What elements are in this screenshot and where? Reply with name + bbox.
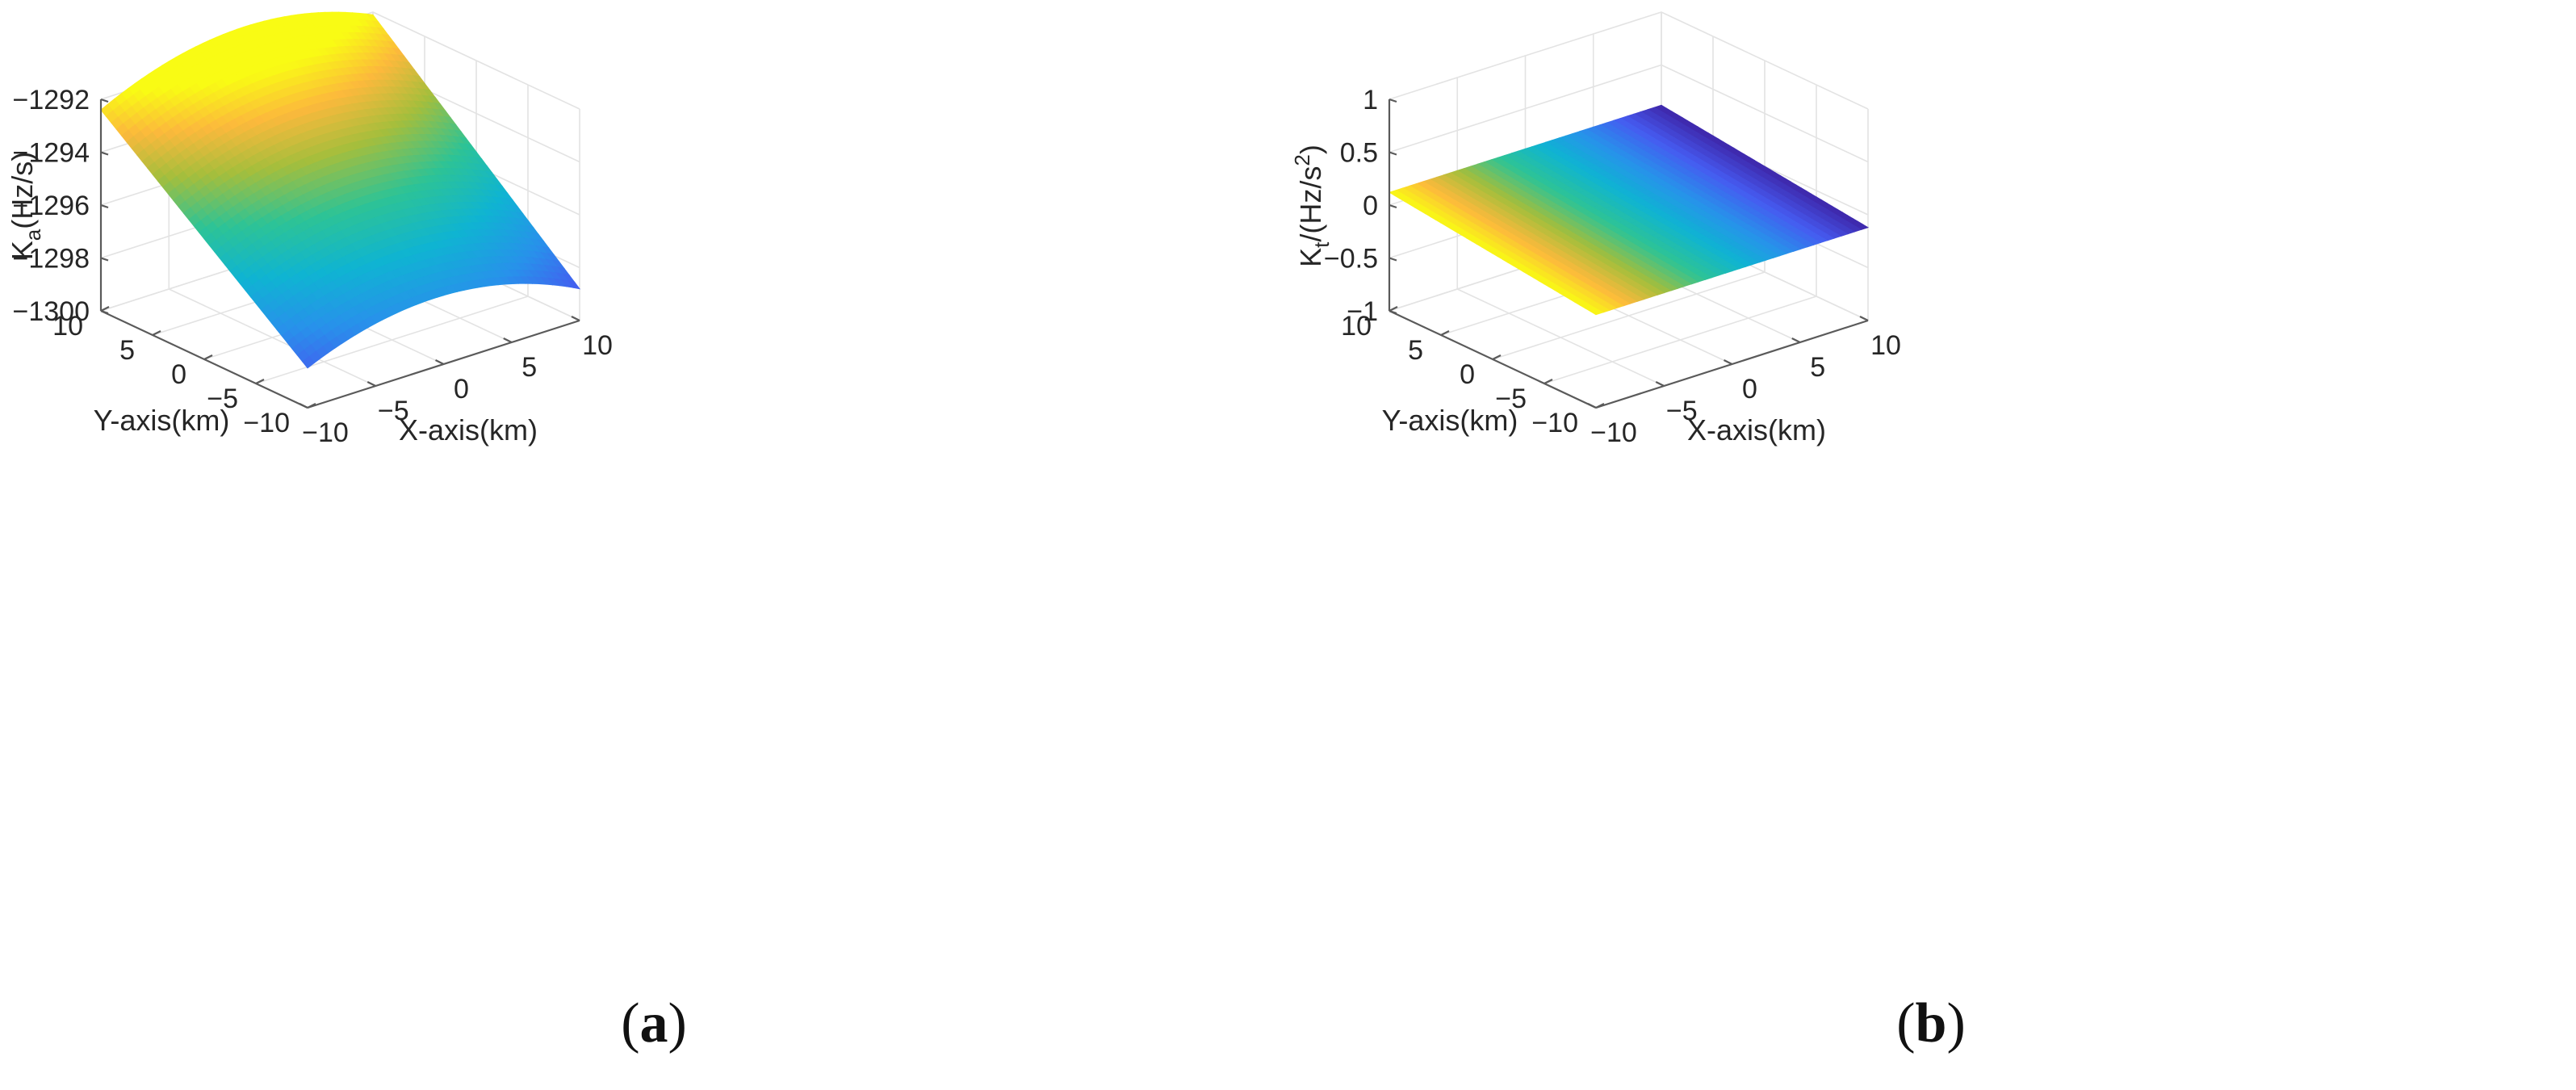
z-tick-label: 1	[1363, 85, 1378, 115]
surface-plot-a: −1300−1298−1296−1294−1292−10−50510−10−50…	[6, 11, 613, 448]
z-tick-label: 0.5	[1340, 138, 1378, 169]
y-tick-label: −5	[207, 384, 238, 414]
x-tick-label: −10	[302, 417, 349, 448]
y-tick-label: 0	[1460, 359, 1475, 390]
y-tick	[100, 306, 110, 312]
caption-b: (b)	[1896, 992, 1966, 1054]
z-tick-label: 0	[1363, 191, 1378, 221]
z-tick-label: −0.5	[1324, 244, 1378, 275]
z-tick	[1389, 98, 1397, 103]
x-axis-label: X-axis(km)	[1687, 413, 1826, 446]
grid-line-y-floor	[255, 296, 529, 384]
surface-patch	[1590, 308, 1604, 316]
z-axis-label: Ka(Hz/s)	[6, 152, 45, 260]
x-tick-label: −5	[378, 396, 409, 426]
x-tick-label: 5	[1810, 352, 1825, 383]
surface-patch	[301, 355, 316, 369]
y-tick	[152, 330, 161, 336]
x-tick	[1724, 359, 1732, 365]
grid-line-y-floor	[1544, 296, 1817, 384]
x-tick-label: 0	[454, 374, 469, 405]
chart-panel-b: −1 −0.5 0 0.5 1 −10 −5 0 5 10 −10 −5 0 5 10 Y-axis(km) X…	[1288, 0, 2576, 1090]
x-tick-label: −10	[1590, 417, 1637, 448]
x-axis-label: X-axis(km)	[399, 413, 538, 446]
y-tick	[1595, 403, 1605, 409]
z-tick	[1389, 309, 1397, 315]
y-tick	[203, 354, 213, 360]
y-axis-label: Y-axis(km)	[1382, 404, 1518, 437]
surface	[100, 11, 581, 369]
x-tick-label: 10	[582, 330, 613, 361]
z-tick	[100, 257, 109, 262]
x-tick	[299, 403, 308, 409]
x-tick	[1587, 403, 1597, 409]
x-tick	[367, 381, 376, 387]
grid-line-y-floor	[1492, 271, 1766, 360]
z-tick-label: −1298	[13, 244, 90, 275]
z-tick-label: −1	[1347, 296, 1378, 327]
y-tick-label: −5	[1495, 384, 1527, 414]
z-tick	[100, 98, 109, 103]
y-tick-label: 10	[52, 311, 83, 342]
z-tick	[100, 151, 109, 156]
x-tick-label: 5	[521, 352, 537, 383]
y-tick-label: 5	[119, 335, 135, 366]
x-tick	[1655, 381, 1665, 387]
y-tick	[1492, 354, 1502, 360]
x-tick-label: 10	[1870, 330, 1901, 361]
y-tick	[1389, 306, 1398, 312]
y-tick-label: −10	[1531, 408, 1578, 438]
z-tick	[1389, 257, 1397, 262]
z-tick-label: −1294	[13, 138, 90, 169]
z-tick-label: −1292	[13, 85, 90, 115]
chart-panel-a: −1300 −1298 −1296 −1294 −1292 −10 −5 0 5 10 −10 −5 0…	[6, 11, 687, 1054]
x-tick	[1859, 316, 1869, 321]
z-axis-label: Kt/(Hz/s2)	[1290, 145, 1334, 267]
x-tick	[503, 337, 513, 343]
y-tick-label: 0	[171, 359, 186, 390]
y-tick-label: 5	[1408, 335, 1423, 366]
y-tick-label: 10	[1341, 311, 1372, 342]
y-tick	[1544, 379, 1553, 384]
x-tick	[435, 359, 444, 365]
z-tick	[1389, 203, 1397, 209]
x-tick	[1791, 337, 1801, 343]
z-tick	[100, 203, 109, 209]
grid-line-z	[1389, 11, 1869, 110]
z-tick	[1389, 151, 1397, 156]
z-tick	[100, 309, 109, 315]
z-tick-label: −1300	[13, 296, 90, 327]
y-tick	[1440, 330, 1450, 336]
x-tick-label: −5	[1666, 396, 1698, 426]
caption-a: (a)	[621, 992, 687, 1054]
surface	[1388, 104, 1870, 316]
grid-line-z	[1389, 64, 1869, 163]
y-tick	[307, 403, 316, 409]
y-axis-label: Y-axis(km)	[94, 404, 230, 437]
y-tick-label: −10	[243, 408, 290, 438]
y-tick	[255, 379, 265, 384]
x-tick	[571, 316, 580, 321]
x-tick-label: 0	[1742, 374, 1757, 405]
z-tick-label: −1296	[13, 191, 90, 221]
